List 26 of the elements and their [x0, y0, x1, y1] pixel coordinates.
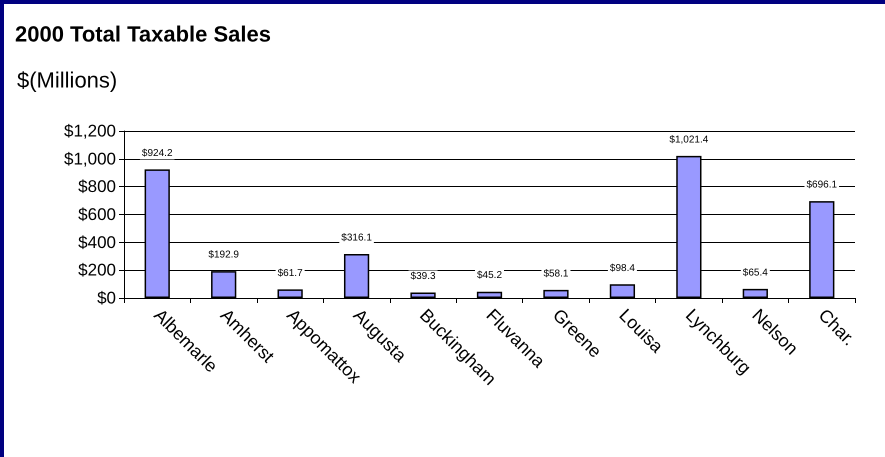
data-label: $1,021.4 — [669, 134, 709, 146]
y-tick-label: $400 — [78, 232, 116, 252]
bar — [476, 292, 502, 298]
bar — [742, 288, 768, 298]
data-label: $39.3 — [410, 271, 436, 282]
bar — [278, 289, 303, 298]
y-axis-title: $(Millions) — [17, 68, 118, 92]
data-label: $61.7 — [278, 268, 304, 279]
y-tick-label: $200 — [78, 260, 116, 280]
y-tick-label: $1,000 — [64, 149, 116, 168]
y-tick-label: $600 — [78, 205, 116, 224]
y-tick-label: $0 — [97, 288, 116, 308]
data-label: $98.4 — [610, 262, 636, 274]
data-label: $45.2 — [476, 270, 502, 282]
y-tick-label: $800 — [78, 177, 116, 196]
data-label: $696.1 — [806, 180, 838, 191]
chart-title: 2000 Total Taxable Sales — [15, 22, 271, 46]
bar — [543, 290, 569, 298]
bar — [610, 284, 636, 298]
bar — [410, 292, 436, 298]
data-label: $65.4 — [742, 267, 768, 278]
data-label: $924.2 — [142, 148, 173, 159]
data-label: $58.1 — [543, 268, 569, 280]
y-tick-label: $1,200 — [64, 122, 116, 140]
data-label: $192.9 — [208, 250, 240, 261]
data-label: $316.1 — [341, 232, 372, 244]
